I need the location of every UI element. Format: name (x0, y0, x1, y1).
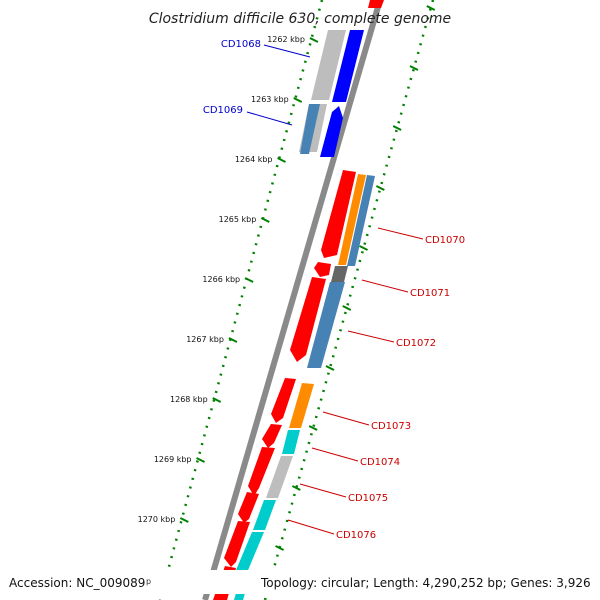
gene-label[interactable]: CD1073 (371, 421, 411, 432)
gene-leader-line (311, 447, 359, 462)
gene-leader-line (347, 330, 395, 343)
ruler-tick-label: 1267 kbp (186, 335, 224, 344)
gene-block-darkgray (331, 266, 348, 282)
gene-leader-line (287, 519, 335, 535)
map-title: Clostridium difficile 630, complete geno… (149, 11, 451, 27)
outer-ring-tick (325, 365, 335, 371)
ruler-tick-label: 1268 kbp (170, 395, 208, 404)
outer-ring-tick (359, 245, 369, 251)
feature-tracks (213, 0, 384, 600)
outer-ring-tick (409, 65, 419, 71)
outer-ring-tick (342, 305, 352, 311)
gene-leader-line (361, 279, 409, 293)
backbone-layer (158, 0, 435, 600)
gene-leader-line (322, 411, 370, 426)
outer-ring-tick (426, 5, 436, 11)
gene-block-cyan (282, 430, 300, 454)
outer-ring-tick (375, 185, 385, 191)
gene-labels: CD1068 CD1069 CD1070 CD1071 CD1072 CD1073 CD10… (203, 39, 465, 541)
gene-leader-line (299, 483, 347, 498)
gene-arrow-red (271, 378, 296, 423)
ruler-tick-mark (309, 37, 319, 43)
gene-label[interactable]: CD1075 (348, 493, 388, 504)
gene-label[interactable]: CD1076 (336, 530, 376, 541)
backbone-line (202, 0, 383, 600)
ruler-tick-label: 1270 kbp (138, 515, 176, 524)
gene-label[interactable]: CD1071 (410, 288, 450, 299)
gene-block-gray (311, 30, 346, 100)
ruler-tick-mark (260, 217, 270, 223)
footer-summary: Topology: circular; Length: 4,290,252 bp… (260, 576, 591, 590)
gene-arrow-blue (320, 106, 343, 157)
footer: Accession: NC_009089 p Topology: circula… (0, 570, 596, 594)
gene-label[interactable]: CD1074 (360, 457, 400, 468)
gene-leader-line (263, 44, 311, 58)
outer-ring-tick (291, 485, 301, 491)
ruler-tick-mark (196, 457, 205, 463)
ruler-tick-label: 1265 kbp (219, 215, 257, 224)
gene-block-orange (289, 383, 314, 428)
ruler-tick-mark (244, 277, 254, 283)
outer-ring-tick (392, 125, 402, 131)
gene-arrow-red (224, 521, 250, 567)
footer-accession-suffix: p (146, 577, 151, 586)
gene-arrow-red (248, 447, 275, 496)
ruler-tick-label: 1263 kbp (251, 95, 289, 104)
gene-arrow-red (238, 492, 259, 523)
gene-label[interactable]: CD1068 (221, 39, 261, 50)
ruler-tick-mark (212, 397, 222, 403)
gene-block-steelblue (307, 282, 345, 368)
ruler-tick-label: 1264 kbp (235, 155, 273, 164)
ruler-tick-mark (179, 517, 189, 523)
gene-arrow-red (262, 424, 282, 448)
ruler-tick-mark (293, 97, 303, 103)
gene-label[interactable]: CD1072 (396, 338, 436, 349)
gene-block-steelblue (300, 104, 320, 154)
gene-arrow-red (314, 262, 331, 277)
gene-block-cyan (253, 500, 276, 530)
gene-block-steelblue (347, 175, 375, 266)
outer-ring-tick (308, 425, 318, 431)
gene-arrow-red (321, 170, 356, 258)
gene-label[interactable]: CD1069 (203, 105, 243, 116)
ruler-tick-mark (277, 157, 286, 163)
gene-block-gray (266, 456, 293, 498)
ruler-tick-label: 1262 kbp (267, 35, 305, 44)
gene-arrow-blue (332, 30, 364, 102)
gene-arrow-red (290, 277, 326, 362)
outer-ring-tick (275, 545, 285, 551)
footer-accession: Accession: NC_009089 (9, 576, 145, 590)
ruler-tick-label: 1269 kbp (154, 455, 192, 464)
ruler-tick-label: 1266 kbp (202, 275, 240, 284)
ruler-tick-mark (228, 337, 238, 343)
gene-block-cyan (234, 532, 264, 575)
gene-label[interactable]: CD1070 (425, 235, 465, 246)
gene-arrow-red (368, 0, 384, 8)
gene-block-orange (338, 174, 366, 265)
gene-leader-line (246, 111, 293, 126)
gene-leader-line (377, 227, 424, 240)
ruler: 1262 kbp 1263 kbp 1264 kbp 1265 kbp 1266 kbp… (138, 5, 436, 551)
